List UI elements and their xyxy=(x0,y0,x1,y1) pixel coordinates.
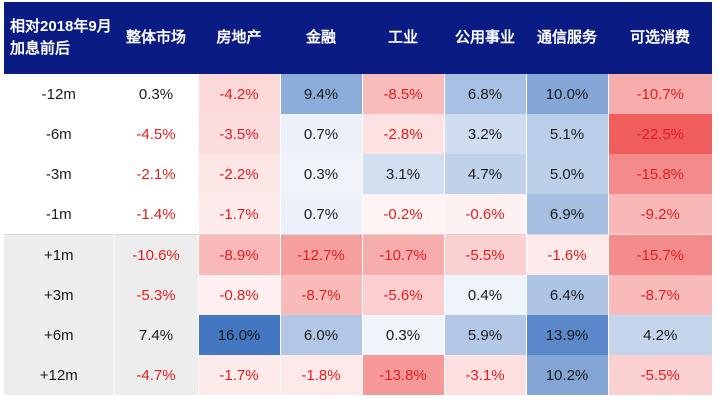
row-label: -3m xyxy=(4,154,115,194)
row-label: +1m xyxy=(4,234,115,275)
heatmap-cell: -13.8% xyxy=(362,355,445,395)
header-row: 相对2018年9月加息前后 整体市场 房地产 金融 工业 公用事业 通信服务 可选消费 xyxy=(4,2,712,74)
heatmap-cell: 6.4% xyxy=(526,275,609,315)
heatmap-cell: -0.8% xyxy=(198,275,281,315)
column-header: 整体市场 xyxy=(114,2,198,74)
heatmap-cell: 4.2% xyxy=(608,315,712,355)
table-row: +6m 7.4% 16.0% 6.0% 0.3% 5.9% 13.9% 4.2% xyxy=(4,315,712,355)
heatmap-cell: -5.3% xyxy=(114,275,199,315)
column-header: 通信服务 xyxy=(526,2,608,74)
heatmap-cell: -5.5% xyxy=(444,234,527,275)
heatmap-cell: -8.5% xyxy=(362,74,445,114)
table-row: -1m -1.4% -1.7% 0.7% -0.2% -0.6% 6.9% -9.2% xyxy=(4,194,712,235)
heatmap-cell: -8.7% xyxy=(280,275,363,315)
column-header: 可选消费 xyxy=(608,2,712,74)
heatmap-cell: -3.1% xyxy=(444,355,527,395)
column-header: 工业 xyxy=(362,2,444,74)
heatmap-cell: -4.5% xyxy=(114,114,199,154)
row-label: -12m xyxy=(4,74,115,114)
heatmap-cell: -2.2% xyxy=(198,154,281,194)
heatmap-cell: 0.3% xyxy=(280,154,363,194)
heatmap-cell: 3.2% xyxy=(444,114,527,154)
heatmap-cell: 9.4% xyxy=(280,74,363,114)
heatmap-cell: 0.4% xyxy=(444,275,527,315)
heatmap-cell: -1.8% xyxy=(280,355,363,395)
heatmap-cell: 6.8% xyxy=(444,74,527,114)
heatmap-cell: -4.7% xyxy=(114,355,199,395)
heatmap-cell: 5.9% xyxy=(444,315,527,355)
heatmap-cell: -5.6% xyxy=(362,275,445,315)
heatmap-cell: 3.1% xyxy=(362,154,445,194)
heatmap-cell: 5.0% xyxy=(526,154,609,194)
row-label: +6m xyxy=(4,315,115,355)
heatmap-body: -12m 0.3% -4.2% 9.4% -8.5% 6.8% 10.0% -10.7% -6m… xyxy=(4,74,712,395)
row-label: -1m xyxy=(4,194,115,235)
heatmap-cell: -10.7% xyxy=(362,234,445,275)
heatmap-cell: 0.7% xyxy=(280,194,363,235)
table-row: -12m 0.3% -4.2% 9.4% -8.5% 6.8% 10.0% -10.7% xyxy=(4,74,712,114)
row-label: +12m xyxy=(4,355,115,395)
heatmap-cell: -3.5% xyxy=(198,114,281,154)
heatmap-cell: -22.5% xyxy=(608,114,712,154)
heatmap-cell: -8.7% xyxy=(608,275,712,315)
row-label: +3m xyxy=(4,275,115,315)
heatmap-cell: 5.1% xyxy=(526,114,609,154)
heatmap-cell: 4.7% xyxy=(444,154,527,194)
heatmap-cell: -9.2% xyxy=(608,194,712,235)
heatmap-cell: -0.6% xyxy=(444,194,527,235)
table-row: -3m -2.1% -2.2% 0.3% 3.1% 4.7% 5.0% -15.8% xyxy=(4,154,712,194)
column-header: 房地产 xyxy=(198,2,280,74)
heatmap-cell: -15.8% xyxy=(608,154,712,194)
table-row: -6m -4.5% -3.5% 0.7% -2.8% 3.2% 5.1% -22.5% xyxy=(4,114,712,154)
heatmap-cell: -1.7% xyxy=(198,194,281,235)
heatmap-cell: -2.1% xyxy=(114,154,199,194)
heatmap-cell: -2.8% xyxy=(362,114,445,154)
heatmap-cell: 16.0% xyxy=(198,315,281,355)
heatmap-cell: -10.7% xyxy=(608,74,712,114)
heatmap-cell: -1.4% xyxy=(114,194,199,235)
heatmap-cell: 10.2% xyxy=(526,355,609,395)
heatmap-cell: 6.0% xyxy=(280,315,363,355)
heatmap-cell: 10.0% xyxy=(526,74,609,114)
heatmap-table: 相对2018年9月加息前后 整体市场 房地产 金融 工业 公用事业 通信服务 可选消费 -1… xyxy=(4,2,712,395)
heatmap-cell: -5.5% xyxy=(608,355,712,395)
table-row: +12m -4.7% -1.7% -1.8% -13.8% -3.1% 10.2% -5.5% xyxy=(4,355,712,395)
heatmap-cell: -1.7% xyxy=(198,355,281,395)
heatmap-cell: -0.2% xyxy=(362,194,445,235)
row-label: -6m xyxy=(4,114,115,154)
heatmap-cell: -12.7% xyxy=(280,234,363,275)
heatmap-cell: 0.3% xyxy=(114,74,199,114)
heatmap-cell: 13.9% xyxy=(526,315,609,355)
heatmap-cell: -15.7% xyxy=(608,234,712,275)
heatmap-cell: -1.6% xyxy=(526,234,609,275)
heatmap-cell: 0.3% xyxy=(362,315,445,355)
corner-label: 相对2018年9月加息前后 xyxy=(4,2,114,74)
table-row: +3m -5.3% -0.8% -8.7% -5.6% 0.4% 6.4% -8.7% xyxy=(4,275,712,315)
heatmap-cell: 7.4% xyxy=(114,315,199,355)
heatmap-cell: 6.9% xyxy=(526,194,609,235)
heatmap-cell: 0.7% xyxy=(280,114,363,154)
column-header: 公用事业 xyxy=(444,2,526,74)
heatmap-cell: -4.2% xyxy=(198,74,281,114)
heatmap-cell: -8.9% xyxy=(198,234,281,275)
column-header: 金融 xyxy=(280,2,362,74)
table-row: +1m -10.6% -8.9% -12.7% -10.7% -5.5% -1.6% -15.… xyxy=(4,234,712,275)
heatmap-cell: -10.6% xyxy=(114,234,199,275)
